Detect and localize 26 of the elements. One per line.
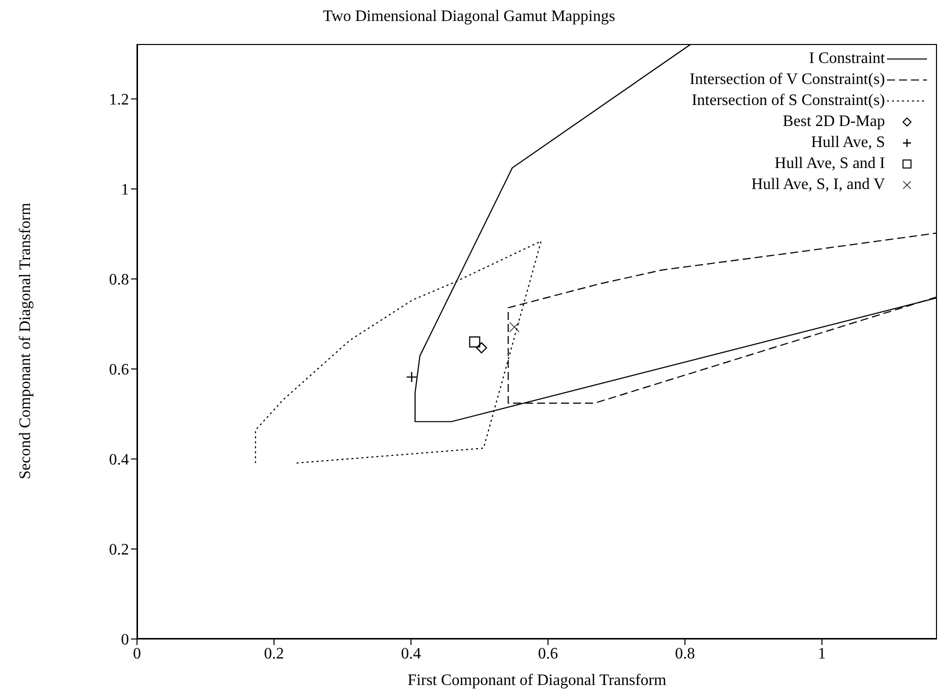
point: [406, 372, 417, 382]
y-tick-label: 1.2: [109, 92, 129, 109]
legend-label: Hull Ave, S, I, and V: [751, 175, 885, 195]
y-tick-label: 0.2: [109, 542, 129, 559]
x-tick-label: 0.6: [538, 645, 558, 662]
y-tick-label: 0.6: [109, 362, 129, 379]
legend-label: Hull Ave, S: [811, 133, 885, 153]
y-tick-label: 0.4: [109, 452, 129, 469]
chart-title: Two Dimensional Diagonal Gamut Mappings: [322, 8, 616, 26]
y-tick-label: 1: [121, 182, 129, 199]
x-tick-label: 0.2: [264, 645, 284, 662]
legend-label: Intersection of S Constraint(s): [692, 91, 885, 111]
legend-label: Best 2D D-Map: [782, 112, 885, 132]
y-tick-label: 0.8: [109, 272, 129, 289]
x-tick-label: 0.4: [400, 645, 421, 662]
x-axis-title: First Componant of Diagonal Transform: [406, 672, 668, 690]
x-tick-label: 0.8: [674, 645, 695, 662]
x-tick-label: 0: [133, 645, 141, 662]
y-axis-title: Second Componant of Diagonal Transform: [17, 201, 35, 481]
x-tick-label: 1: [818, 645, 826, 662]
point: [476, 342, 488, 354]
point: [469, 336, 480, 348]
y-tick-label: 0: [121, 632, 129, 649]
legend-label: Hull Ave, S and I: [774, 154, 885, 174]
legend-label: I Constraint: [809, 49, 885, 69]
legend-label: Intersection of V Constraint(s): [690, 70, 885, 90]
